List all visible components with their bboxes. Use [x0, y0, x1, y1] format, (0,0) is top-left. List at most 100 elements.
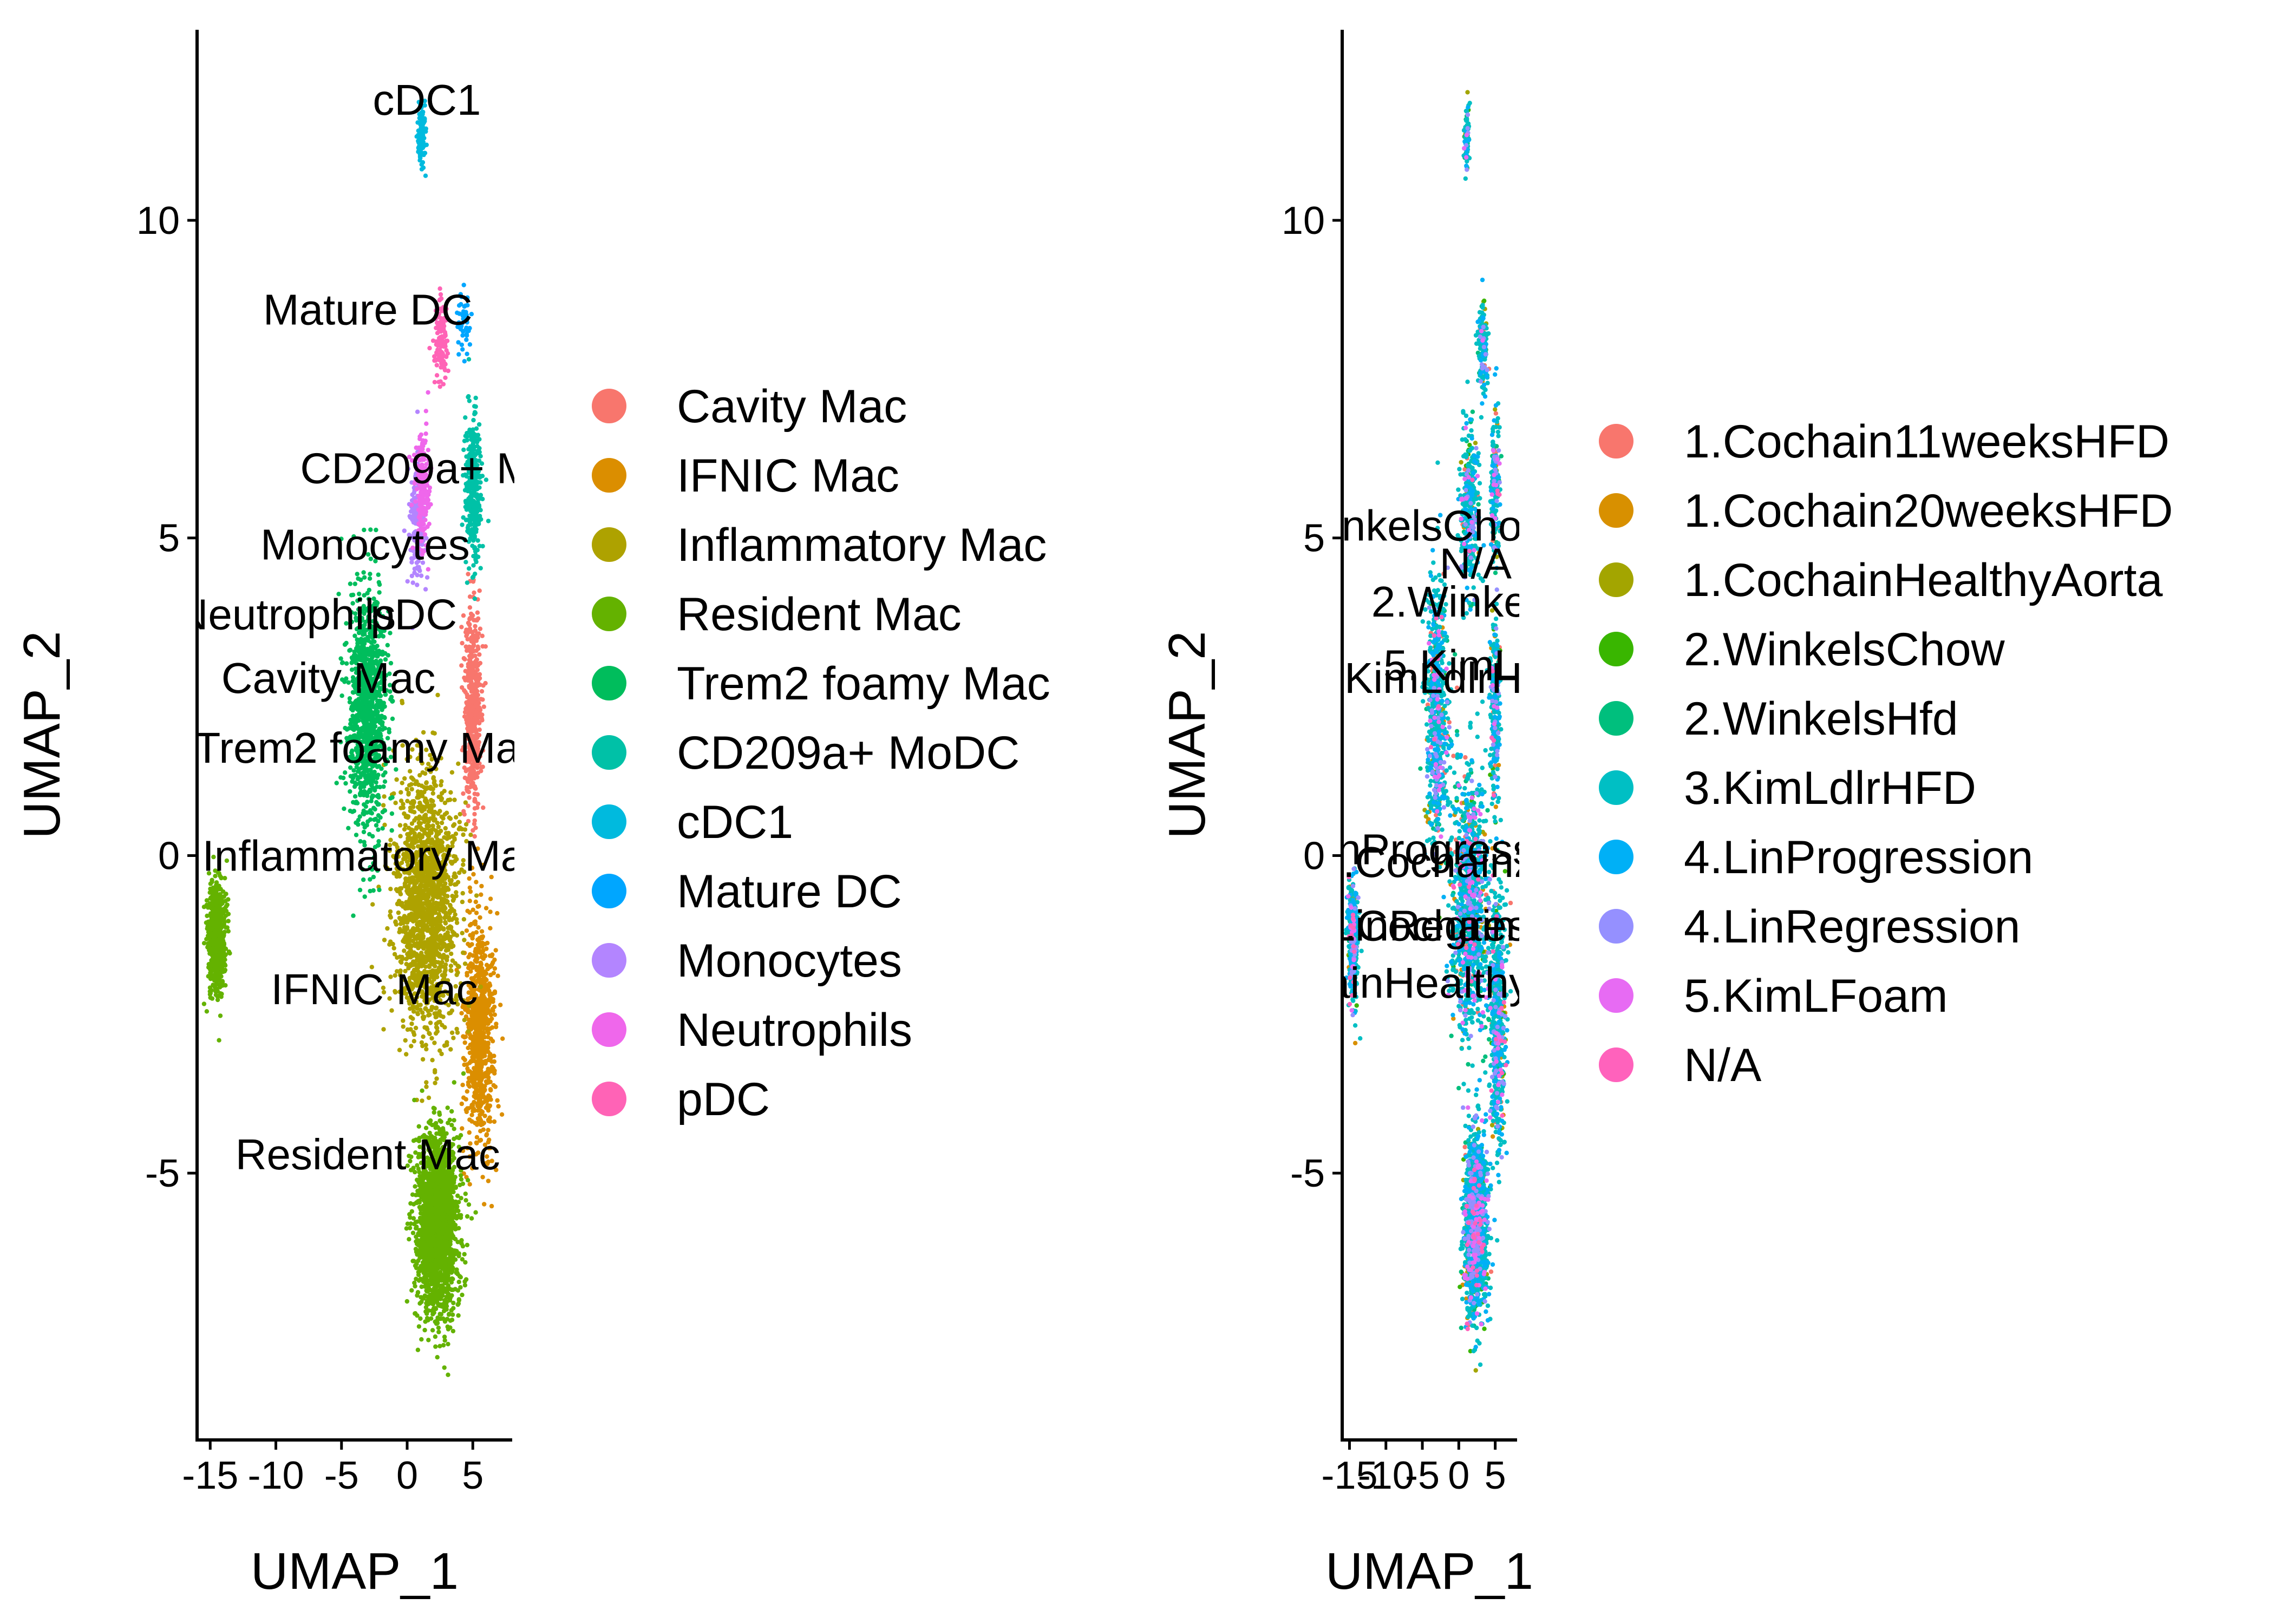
- data-point: [473, 1095, 478, 1101]
- data-point: [411, 1216, 416, 1221]
- data-point: [473, 653, 478, 658]
- data-point: [472, 1074, 477, 1079]
- data-point: [432, 1110, 436, 1115]
- data-point: [462, 1040, 467, 1045]
- data-point: [450, 1208, 455, 1214]
- data-point: [462, 938, 467, 942]
- data-point: [486, 1040, 491, 1045]
- data-point: [398, 790, 403, 795]
- data-point: [397, 954, 402, 959]
- data-point: [420, 906, 426, 912]
- data-point: [439, 779, 444, 784]
- data-point: [388, 887, 393, 892]
- data-point: [433, 1210, 439, 1215]
- data-point: [469, 652, 474, 658]
- data-point: [416, 795, 421, 800]
- data-point: [414, 816, 419, 821]
- data-point: [468, 737, 473, 742]
- data-point: [493, 948, 498, 953]
- data-point: [474, 744, 480, 749]
- data-point: [435, 1029, 440, 1034]
- data-point: [435, 1274, 441, 1279]
- data-point: [472, 834, 477, 839]
- data-point: [411, 804, 416, 809]
- data-point: [469, 1059, 474, 1064]
- data-point: [475, 681, 480, 686]
- data-point: [415, 1178, 421, 1183]
- data-point: [495, 911, 500, 916]
- data-point: [417, 773, 422, 778]
- data-point: [465, 789, 470, 794]
- data-point: [466, 669, 471, 674]
- data-point: [478, 711, 483, 716]
- data-point: [483, 987, 488, 992]
- data-point: [411, 777, 416, 782]
- data-point: [498, 1003, 503, 1007]
- data-point: [456, 1297, 461, 1302]
- data-point: [452, 797, 457, 802]
- data-point: [468, 969, 473, 974]
- data-point: [488, 909, 493, 914]
- data-point: [462, 675, 467, 680]
- data-point: [465, 632, 469, 637]
- data-point: [397, 1047, 402, 1052]
- data-point: [478, 1104, 483, 1109]
- data-point: [461, 745, 466, 750]
- data-point: [443, 921, 448, 926]
- data-point: [450, 894, 455, 899]
- data-point: [462, 688, 467, 693]
- data-point: [473, 919, 478, 924]
- data-point: [427, 1031, 432, 1037]
- data-point: [434, 1076, 439, 1081]
- data-point: [469, 712, 474, 718]
- data-point: [381, 803, 386, 808]
- data-point: [450, 898, 456, 903]
- data-point: [447, 1117, 452, 1122]
- data-point: [459, 663, 464, 668]
- data-point: [461, 613, 466, 618]
- data-point: [407, 944, 411, 949]
- data-point: [480, 977, 485, 982]
- data-point: [480, 934, 485, 939]
- data-point: [418, 1207, 423, 1212]
- data-point: [421, 1034, 426, 1039]
- data-point: [479, 765, 484, 770]
- data-point: [474, 893, 479, 898]
- data-point: [424, 1046, 429, 1052]
- data-point: [447, 1224, 452, 1229]
- data-point: [424, 892, 429, 897]
- data-point: [481, 805, 486, 810]
- data-point: [465, 1089, 469, 1094]
- data-point: [417, 1200, 422, 1205]
- data-point: [483, 906, 489, 911]
- data-point: [474, 1016, 480, 1021]
- data-point: [426, 1013, 431, 1018]
- data-point: [443, 826, 448, 831]
- data-point: [488, 1079, 493, 1084]
- data-point: [467, 923, 473, 928]
- data-point: [473, 826, 478, 830]
- data-point: [474, 657, 479, 662]
- data-point: [411, 1032, 417, 1037]
- data-point: [478, 1005, 483, 1010]
- data-point: [474, 710, 479, 716]
- data-point: [419, 900, 424, 906]
- data-point: [435, 895, 440, 900]
- data-point: [448, 790, 453, 795]
- data-point: [473, 624, 478, 629]
- data-point: [460, 1181, 466, 1186]
- data-point: [465, 1062, 469, 1067]
- data-point: [467, 605, 473, 610]
- data-point: [489, 1069, 494, 1074]
- data-point: [417, 1301, 422, 1306]
- data-point: [420, 1088, 424, 1093]
- data-point: [467, 701, 472, 706]
- data-point: [496, 1104, 501, 1109]
- data-point: [474, 880, 479, 885]
- data-point: [472, 798, 477, 804]
- data-point: [469, 635, 474, 640]
- data-point: [468, 752, 473, 757]
- data-point: [490, 1006, 495, 1012]
- data-point: [445, 958, 449, 962]
